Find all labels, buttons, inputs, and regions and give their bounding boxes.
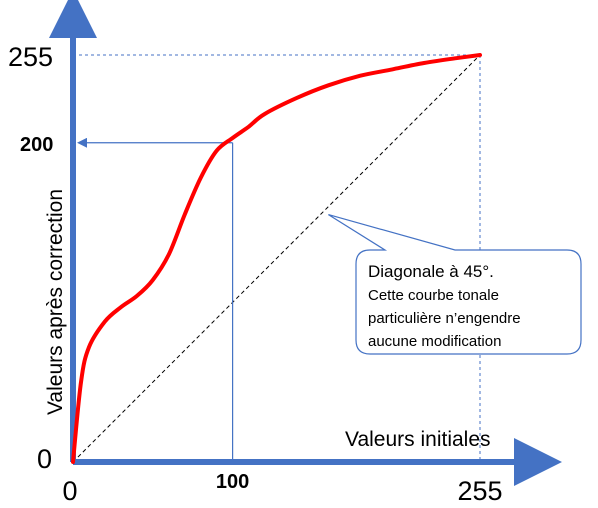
diagonal-annotation: Diagonale à 45°. Cette courbe tonale par… (328, 214, 582, 355)
y-axis-title: Valeurs après correction (44, 189, 67, 415)
diagonal-line (72, 54, 481, 463)
annotation-callout-box (328, 214, 582, 355)
x-tick-label-max: 255 (457, 476, 502, 506)
annotation-line-4: aucune modification (368, 333, 501, 350)
y-tick-label-zero: 0 (37, 444, 52, 474)
y-tick-label-highlight: 200 (20, 134, 53, 156)
tone-curve (71, 53, 482, 464)
x-axis-title: Valeurs initiales (345, 428, 491, 451)
x-tick-label-zero: 0 (62, 476, 77, 506)
annotation-line-2: Cette courbe tonale (368, 287, 499, 304)
annotation-line-1: Diagonale à 45°. (368, 262, 494, 281)
x-tick-label-highlight: 100 (216, 471, 249, 493)
annotation-line-3: particulière n’engendre (368, 310, 521, 327)
y-tick-label-max: 255 (8, 42, 53, 72)
